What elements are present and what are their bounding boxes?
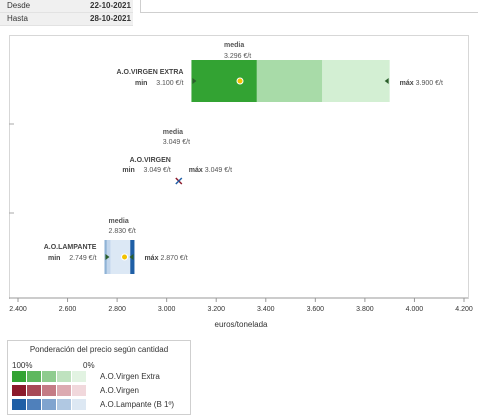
min-label: min <box>48 255 60 262</box>
min-label: min <box>135 80 147 87</box>
filter-desde: Desde 22-10-2021 <box>0 0 133 13</box>
legend-label: A.O.Lampante (B 1º) <box>100 400 175 409</box>
min-label: min <box>122 167 134 174</box>
media-point <box>121 253 129 261</box>
legend-label: A.O.Virgen Extra <box>100 372 160 381</box>
legend-swatch <box>27 385 41 396</box>
max-label: máx <box>189 167 203 174</box>
media-value: 3.049 €/t <box>163 139 190 146</box>
range-chart: 2.400 2.600 2.800 3.000 3.200 3.400 3.600 3.800… <box>9 42 473 329</box>
legend-swatch <box>72 399 86 410</box>
max-marker <box>384 78 389 84</box>
hasta-label: Hasta <box>7 14 28 23</box>
legend-swatch <box>42 371 56 382</box>
top-panel <box>140 0 478 13</box>
max-label: máx <box>400 80 414 87</box>
legend-swatch <box>12 371 26 382</box>
hasta-value: 28-10-2021 <box>90 14 131 23</box>
media-point <box>236 77 244 85</box>
legend-swatch <box>27 399 41 410</box>
max-value: 2.870 €/t <box>160 255 187 262</box>
x-tick-label: 2.600 <box>59 306 77 313</box>
legend-swatch <box>12 399 26 410</box>
min-marker <box>105 254 110 260</box>
max-marker <box>129 254 134 260</box>
media-label: media <box>163 129 183 136</box>
legend-scale-min: 0% <box>83 361 95 370</box>
legend-swatch <box>12 385 26 396</box>
filter-hasta: Hasta 28-10-2021 <box>0 13 133 26</box>
range-bar-segment <box>256 60 323 102</box>
media-value: 3.296 €/t <box>224 53 251 60</box>
range-bar-segment <box>191 60 257 102</box>
legend-label: A.O.Virgen <box>100 386 139 395</box>
legend-swatch <box>72 371 86 382</box>
legend-title: Ponderación del precio según cantidad <box>29 345 169 354</box>
media-value: 2.830 €/t <box>109 228 136 235</box>
max-value: 3.900 €/t <box>416 80 443 87</box>
plot-area <box>9 35 469 299</box>
series-name: A.O.VIRGEN <box>130 157 171 164</box>
legend-swatch <box>42 385 56 396</box>
min-value: 3.049 €/t <box>144 167 171 174</box>
x-tick-label: 2.400 <box>9 306 27 313</box>
range-bar-segment <box>322 60 390 102</box>
x-tick-label: 4.000 <box>406 306 424 313</box>
media-label: media <box>224 42 244 49</box>
x-tick-label: 4.200 <box>455 306 473 313</box>
x-tick-label: 3.400 <box>257 306 275 313</box>
min-value: 2.749 €/t <box>69 255 96 262</box>
max-label: máx <box>144 255 158 262</box>
min-marker <box>192 78 197 84</box>
range-bar-segment <box>110 240 131 274</box>
x-tick-label: 3.200 <box>207 306 225 313</box>
series-name: A.O.LAMPANTE <box>44 244 97 251</box>
legend-swatch <box>57 399 71 410</box>
x-tick-label: 3.600 <box>307 306 325 313</box>
legend: Ponderación del precio según cantidad 10… <box>7 340 191 415</box>
x-tick-label: 3.000 <box>158 306 176 313</box>
legend-swatch <box>27 371 41 382</box>
desde-value: 22-10-2021 <box>90 1 131 10</box>
x-axis-title: euros/tonelada <box>215 320 268 329</box>
legend-swatch <box>42 399 56 410</box>
desde-label: Desde <box>7 1 31 10</box>
media-label: media <box>109 218 129 225</box>
legend-swatch <box>57 385 71 396</box>
price-marker <box>175 177 183 185</box>
legend-swatch <box>72 385 86 396</box>
series-name: A.O.VIRGEN EXTRA <box>117 69 184 76</box>
min-value: 3.100 €/t <box>156 80 183 87</box>
x-tick-label: 2.800 <box>108 306 126 313</box>
max-value: 3.049 €/t <box>205 167 232 174</box>
legend-scale-max: 100% <box>12 361 33 370</box>
x-tick-label: 3.800 <box>356 306 374 313</box>
legend-swatch <box>57 371 71 382</box>
